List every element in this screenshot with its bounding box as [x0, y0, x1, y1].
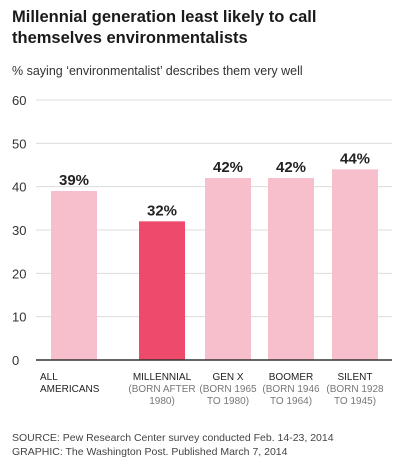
x-tick-label: ALL AMERICANS: [40, 372, 116, 396]
bar: [332, 169, 378, 360]
category-note: 1980): [149, 396, 175, 407]
x-tick-label: BOOMER (BORN 1946 TO 1964): [253, 372, 329, 408]
category-note: (BORN 1965: [199, 384, 257, 395]
category-name: SILENT: [337, 372, 373, 383]
bar: [139, 221, 185, 360]
data-label: 42%: [213, 159, 243, 176]
y-tick-label: 10: [12, 310, 26, 325]
category-note: (BORN 1946: [262, 384, 320, 395]
x-tick-label: GEN X (BORN 1965 TO 1980): [190, 372, 266, 408]
data-label: 44%: [340, 150, 370, 167]
credit-text: GRAPHIC: The Washington Post. Published …: [12, 446, 288, 458]
category-note: TO 1964): [269, 396, 313, 407]
category-note: TO 1980): [206, 396, 250, 407]
category-name: BOOMER: [268, 372, 314, 383]
y-tick-label: 60: [12, 93, 26, 108]
category-name: AMERICANS: [40, 384, 100, 395]
category-name: ALL: [40, 372, 58, 383]
x-tick-label: MILLENNIAL (BORN AFTER 1980): [124, 372, 200, 408]
source-note: SOURCE: Pew Research Center survey condu…: [12, 431, 334, 459]
category-name: GEN X: [212, 372, 244, 383]
category-note: TO 1945): [333, 396, 377, 407]
bar: [51, 191, 97, 360]
data-label: 32%: [147, 202, 177, 219]
category-name: MILLENNIAL: [132, 372, 192, 383]
y-tick-label: 0: [12, 353, 19, 368]
chart-subtitle: % saying ‘environmentalist’ describes th…: [12, 64, 303, 78]
data-label: 42%: [276, 159, 306, 176]
category-note: (BORN 1928: [326, 384, 384, 395]
x-tick-label: SILENT (BORN 1928 TO 1945): [317, 372, 393, 408]
category-note: (BORN AFTER: [128, 384, 196, 395]
data-label: 39%: [59, 172, 89, 189]
y-tick-label: 30: [12, 223, 26, 238]
bar: [205, 178, 251, 360]
bar: [268, 178, 314, 360]
chart-title: Millennial generation least likely to ca…: [12, 8, 317, 47]
y-tick-label: 50: [12, 136, 26, 151]
source-text: SOURCE: Pew Research Center survey condu…: [12, 432, 334, 444]
y-tick-label: 20: [12, 266, 26, 281]
y-tick-label: 40: [12, 180, 26, 195]
